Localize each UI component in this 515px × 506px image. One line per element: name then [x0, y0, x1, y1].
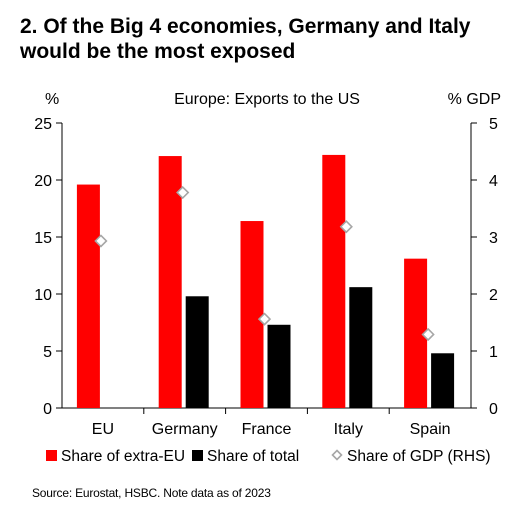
legend-extra-eu-label: Share of extra-EU	[61, 448, 185, 465]
legend-gdp-label: Share of GDP (RHS)	[347, 448, 491, 465]
marker-share-gdp	[339, 220, 353, 234]
marker-share-gdp	[176, 185, 190, 200]
bar-share-total	[267, 324, 291, 408]
x-tick-label: Germany	[152, 421, 218, 438]
legend-total-label: Share of total	[207, 448, 299, 465]
x-tick-label: EU	[92, 421, 114, 438]
right-tick-label: 2	[489, 287, 498, 304]
left-tick-label: 15	[34, 230, 52, 247]
bar-share-total	[431, 353, 455, 408]
bar-share-extra-eu	[322, 154, 346, 408]
right-tick-label: 1	[489, 344, 498, 361]
marker-share-gdp	[94, 234, 108, 248]
marker-share-gdp	[421, 327, 435, 342]
right-tick-label: 3	[489, 230, 498, 247]
bar-share-total	[185, 296, 209, 408]
bar-share-extra-eu	[404, 258, 428, 408]
plot-area: 0 5 10 15 20 25 0 1 2 3 4 5 EU Germany France Italy Spai…	[34, 116, 498, 438]
left-axis-unit: %	[45, 91, 59, 108]
right-tick-label: 5	[489, 116, 498, 133]
left-tick-label: 5	[43, 344, 52, 361]
legend-extra-eu-swatch	[46, 450, 57, 461]
right-tick-label: 0	[489, 401, 498, 418]
x-tick-label: Italy	[334, 421, 363, 438]
legend-total-swatch	[192, 450, 203, 461]
chart-title: 2. Of the Big 4 economies, Germany and I…	[20, 15, 471, 63]
left-tick-label: 25	[34, 116, 52, 133]
right-tick-label: 4	[489, 173, 498, 190]
legend-gdp-swatch	[331, 449, 343, 461]
left-tick-label: 0	[43, 401, 52, 418]
bar-share-extra-eu	[76, 184, 100, 408]
chart-subtitle: Europe: Exports to the US	[174, 91, 360, 108]
x-tick-label: France	[242, 421, 292, 438]
marker-share-gdp	[257, 312, 272, 326]
right-axis-unit: % GDP	[448, 91, 501, 108]
x-tick-label: Spain	[410, 421, 451, 438]
bar-share-extra-eu	[240, 221, 264, 408]
left-tick-label: 10	[34, 287, 52, 304]
bar-share-extra-eu	[158, 156, 182, 408]
left-tick-label: 20	[34, 173, 52, 190]
source-note: Source: Eurostat, HSBC. Note data as of …	[32, 486, 271, 500]
legend: Share of extra-EU Share of total Share of …	[46, 448, 491, 465]
bar-share-total	[349, 287, 373, 408]
